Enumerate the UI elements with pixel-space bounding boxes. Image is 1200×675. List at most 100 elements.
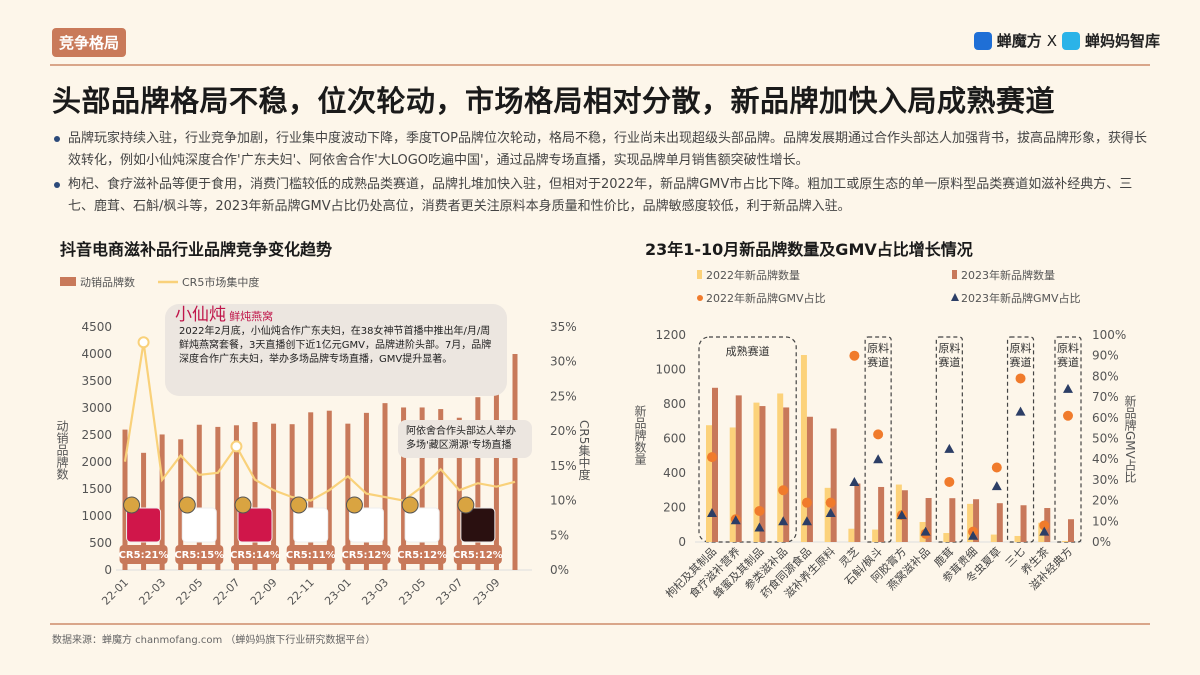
bar-2022-new-brands [1062, 540, 1068, 542]
y-tick-label: 2500 [81, 428, 112, 442]
point-2022-gmv-share [1063, 410, 1073, 421]
y-tick-label: 600 [663, 432, 686, 446]
cr5-badge-label: CR5:11% [286, 550, 336, 561]
y-tick-label: 2000 [81, 455, 112, 469]
bar-2022-new-brands [848, 528, 855, 542]
bar-2023-new-brands [1020, 505, 1027, 542]
cr5-badge-label: CR5:12% [453, 550, 503, 561]
bar-2023-new-brands [878, 486, 885, 542]
bar-active-brands [196, 424, 202, 570]
bar-2023-new-brands [925, 498, 932, 542]
medal-icon [123, 496, 141, 514]
bullet-1: 品牌玩家持续入驻，行业竞争加剧，行业集中度波动下降，季度TOP品牌位次轮动，格局… [52, 128, 1157, 172]
bar-active-brands [345, 423, 351, 570]
y2-tick-label: 5% [550, 528, 569, 542]
brand-logo-tile [126, 507, 162, 543]
point-2023-gmv-share [778, 516, 789, 526]
bar-active-brands [233, 425, 239, 570]
y2-axis-label: CR5集中度 [577, 420, 591, 480]
cr5-badge [119, 545, 168, 564]
brand-logo-tile [181, 507, 217, 543]
bar-active-brands [159, 434, 165, 570]
medal-icon [345, 496, 363, 514]
y-tick-label: 1000 [81, 509, 112, 523]
bar-active-brands [419, 407, 425, 570]
point-2022-gmv-share [707, 452, 717, 463]
legend-swatch [951, 293, 959, 301]
point-2023-gmv-share [873, 454, 884, 464]
point-2022-gmv-share [849, 350, 860, 361]
y-tick-label: 400 [663, 466, 686, 480]
bar-2023-new-brands [759, 406, 766, 542]
x-tick-label: 23-05 [396, 576, 428, 608]
point-2023-gmv-share [825, 508, 836, 518]
bar-active-brands [382, 403, 388, 570]
point-2022-gmv-share [1039, 520, 1050, 531]
annotation-ayishe: 阿依舍合作头部达人举办多场'藏区溯源'专场直播 [398, 420, 532, 458]
y2-tick-label: 10% [1092, 514, 1119, 528]
bar-2022-new-brands [706, 425, 712, 542]
y-tick-label: 1200 [655, 328, 686, 342]
bar-2023-new-brands [973, 499, 980, 542]
bar-2023-new-brands [854, 483, 861, 542]
cr5-badge [342, 545, 391, 564]
track-group-label: 原料赛道 [1057, 342, 1079, 369]
bar-active-brands [252, 422, 258, 570]
bar-active-brands [401, 407, 407, 570]
x-tick-label: 22-05 [174, 576, 206, 608]
bar-2023-new-brands [712, 387, 718, 542]
y2-tick-label: 20% [1092, 494, 1119, 508]
logo-sep: X [1046, 31, 1057, 50]
cr5-badge [175, 545, 224, 564]
y-tick-label: 0 [678, 535, 686, 549]
y2-tick-label: 90% [1092, 349, 1119, 363]
point-2023-gmv-share [1063, 383, 1073, 393]
bar-active-brands [308, 412, 314, 570]
x-tick-label: 23-07 [434, 576, 466, 608]
cr5-badge-label: CR5:12% [397, 550, 447, 561]
x-tick-label: 22-11 [285, 576, 317, 608]
y-tick-label: 200 [663, 501, 686, 515]
bar-2023-new-brands [830, 428, 837, 542]
cr5-badge [231, 545, 279, 564]
point-2022-gmv-share [778, 485, 789, 496]
point-2022-gmv-share [801, 497, 812, 508]
legend-label: 2022年新品牌GMV占比 [706, 291, 826, 305]
bar-2022-new-brands [753, 402, 760, 542]
brand-logo-tile [237, 507, 273, 543]
track-group-label: 原料赛道 [938, 342, 961, 369]
y-tick-label: 3000 [81, 401, 112, 415]
legend-swatch [697, 270, 702, 279]
bar-2023-new-brands [735, 395, 742, 542]
y2-tick-label: 15% [550, 459, 577, 473]
point-2023-gmv-share [730, 515, 741, 525]
cr5-badge-label: CR5:15% [174, 550, 224, 561]
x-tick-label: 22-09 [248, 576, 280, 608]
legend-label: CR5市场集中度 [182, 275, 259, 289]
bar-active-brands [456, 417, 462, 570]
brand-logo-tile [460, 507, 496, 543]
point-2022-gmv-share [754, 505, 765, 516]
legend-swatch-bar [60, 277, 76, 286]
point-2023-gmv-share [849, 476, 860, 486]
cr5-badge-label: CR5:14% [230, 550, 280, 561]
medal-icon [401, 496, 419, 514]
bar-active-brands [493, 393, 499, 570]
x-tick-label: 23-03 [359, 576, 391, 608]
bar-active-brands [438, 409, 444, 570]
annotation-xiaoxiandun: 小仙炖 鲜炖燕窝 2022年2月底，小仙炖合作广东夫妇，在38女神节首播中推出年… [165, 304, 507, 396]
y2-tick-label: 30% [550, 355, 577, 369]
track-group-label: 原料赛道 [1009, 342, 1032, 369]
annotation-text: 2022年2月底，小仙炖合作广东夫妇，在38女神节首播中推出年/月/周鲜炖燕窝套… [179, 326, 492, 365]
annotation-brand-sub: 鲜炖燕窝 [229, 310, 274, 323]
bar-2023-new-brands [949, 498, 956, 542]
y-tick-label: 3500 [81, 374, 112, 388]
footer-divider [50, 623, 1150, 625]
y-tick-label: 800 [663, 397, 686, 411]
bar-2022-new-brands [777, 393, 784, 542]
point-2022-gmv-share [1015, 373, 1026, 384]
y2-axis-label: 新品牌GMV占比 [1123, 394, 1137, 484]
y-tick-label: 1000 [655, 363, 686, 377]
point-2023-gmv-share [896, 510, 907, 520]
